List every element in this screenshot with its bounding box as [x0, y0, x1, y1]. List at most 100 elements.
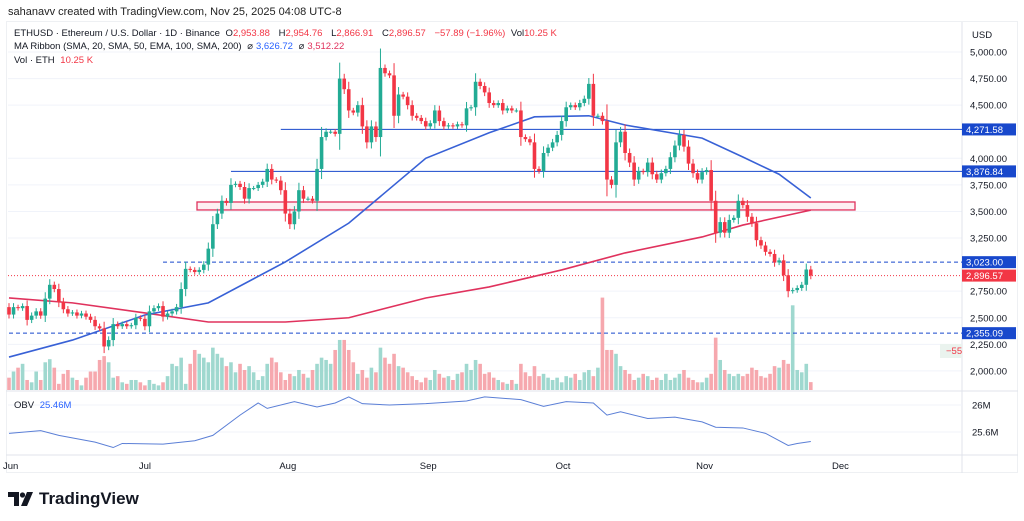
candle-body	[274, 179, 279, 181]
candle-body	[772, 253, 777, 263]
candle-body	[170, 311, 174, 314]
candle-body	[111, 324, 115, 341]
candle-body	[455, 124, 460, 127]
volume-bar	[183, 383, 188, 390]
ma-symbol-icon: ⌀	[298, 41, 305, 52]
volume-bar	[768, 373, 772, 390]
candle-body	[632, 162, 636, 180]
candle-body	[541, 152, 546, 172]
tradingview-logo[interactable]: TradingView	[8, 489, 139, 509]
candle-body	[156, 306, 161, 309]
volume-bar	[401, 367, 405, 390]
volume-bar	[75, 379, 79, 390]
obv-value: 25.46M	[39, 400, 72, 411]
volume-title[interactable]: Vol · ETH	[14, 55, 55, 66]
candle-body	[732, 217, 736, 220]
volume-bar	[455, 373, 460, 390]
candle-body	[342, 78, 347, 90]
candle-body	[605, 121, 609, 180]
volume-bar	[682, 369, 686, 390]
candle-body	[754, 223, 759, 241]
volume-bar	[383, 357, 387, 390]
candle-body	[804, 269, 809, 285]
candle-body	[360, 105, 365, 127]
volume-bar	[7, 377, 11, 390]
volume-bar	[306, 377, 310, 390]
volume-bar	[356, 373, 360, 390]
chart-frame	[6, 21, 1018, 473]
y-tick-label: 3,750.00	[970, 180, 1007, 191]
volume-bar	[532, 366, 537, 390]
volume-bar	[346, 349, 351, 390]
candle-body	[596, 115, 600, 117]
volume-bar	[319, 357, 324, 390]
candle-body	[682, 134, 686, 147]
candle-body	[405, 96, 410, 106]
candle-body	[387, 73, 392, 76]
volume-bar	[478, 363, 482, 390]
volume-bar	[25, 379, 29, 390]
x-tick-label: Jun	[3, 461, 18, 472]
volume-bar	[736, 373, 741, 390]
volume-bar	[16, 367, 20, 390]
volume-bar	[718, 359, 723, 390]
volume-bar	[732, 376, 736, 390]
candle-body	[220, 200, 224, 214]
last-price-label: 2,896.57	[966, 271, 1003, 282]
candle-body	[174, 307, 179, 312]
volume-bar	[269, 357, 274, 390]
x-tick-label: Aug	[279, 461, 296, 472]
volume-bar	[211, 347, 215, 390]
candle-body	[650, 162, 655, 175]
vol-value: 10.25 K	[524, 28, 557, 39]
volume-bar	[265, 363, 270, 390]
level-price-label: 2,355.09	[966, 329, 1003, 340]
x-tick-label: Jul	[139, 461, 151, 472]
high-value: 2,954.76	[285, 28, 323, 39]
candle-body	[582, 98, 587, 104]
volume-bar	[328, 363, 333, 390]
x-tick-label: Dec	[832, 461, 849, 472]
ma-title[interactable]: MA Ribbon (SMA, 20, SMA, 50, EMA, 100, S…	[14, 41, 242, 52]
candle-body	[691, 163, 695, 174]
volume-bar	[451, 379, 455, 390]
candle-body	[315, 168, 319, 201]
side-badge	[940, 344, 962, 358]
candle-body	[559, 121, 564, 135]
candle-body	[704, 169, 709, 173]
ma-slow-line	[8, 209, 811, 323]
candle-body	[460, 124, 464, 126]
volume-bar	[550, 379, 555, 390]
tradingview-logo-icon	[8, 492, 33, 506]
y-tick-label: 3,250.00	[970, 234, 1007, 245]
candle-body	[143, 318, 147, 327]
volume-bar	[704, 377, 709, 390]
candle-body	[700, 172, 704, 180]
volume-bar	[514, 383, 519, 390]
volume-bar	[600, 297, 605, 390]
candle-body	[514, 110, 519, 112]
candle-body	[197, 269, 202, 273]
candle-body	[256, 184, 260, 189]
candle-body	[134, 317, 138, 326]
candle-body	[43, 298, 48, 316]
level-price-tag	[962, 123, 1016, 136]
volume-bar	[496, 379, 501, 390]
volume-bar	[220, 357, 224, 390]
volume-bar	[161, 382, 165, 390]
candle-body	[491, 103, 496, 106]
candle-body	[188, 268, 192, 270]
candle-body	[550, 142, 555, 148]
x-tick-label: Sep	[420, 461, 437, 472]
volume-bar	[510, 379, 514, 390]
candle-body	[591, 83, 596, 116]
volume-bar	[537, 376, 541, 390]
volume-bar	[713, 337, 718, 390]
symbol-title[interactable]: ETHUSD · Ethereum / U.S. Dollar · 1D · B…	[14, 28, 220, 39]
volume-bar	[43, 362, 48, 390]
volume-bar	[20, 363, 25, 390]
volume-bar	[251, 372, 256, 390]
obv-title[interactable]: OBV	[14, 400, 35, 411]
volume-bar	[292, 376, 297, 390]
